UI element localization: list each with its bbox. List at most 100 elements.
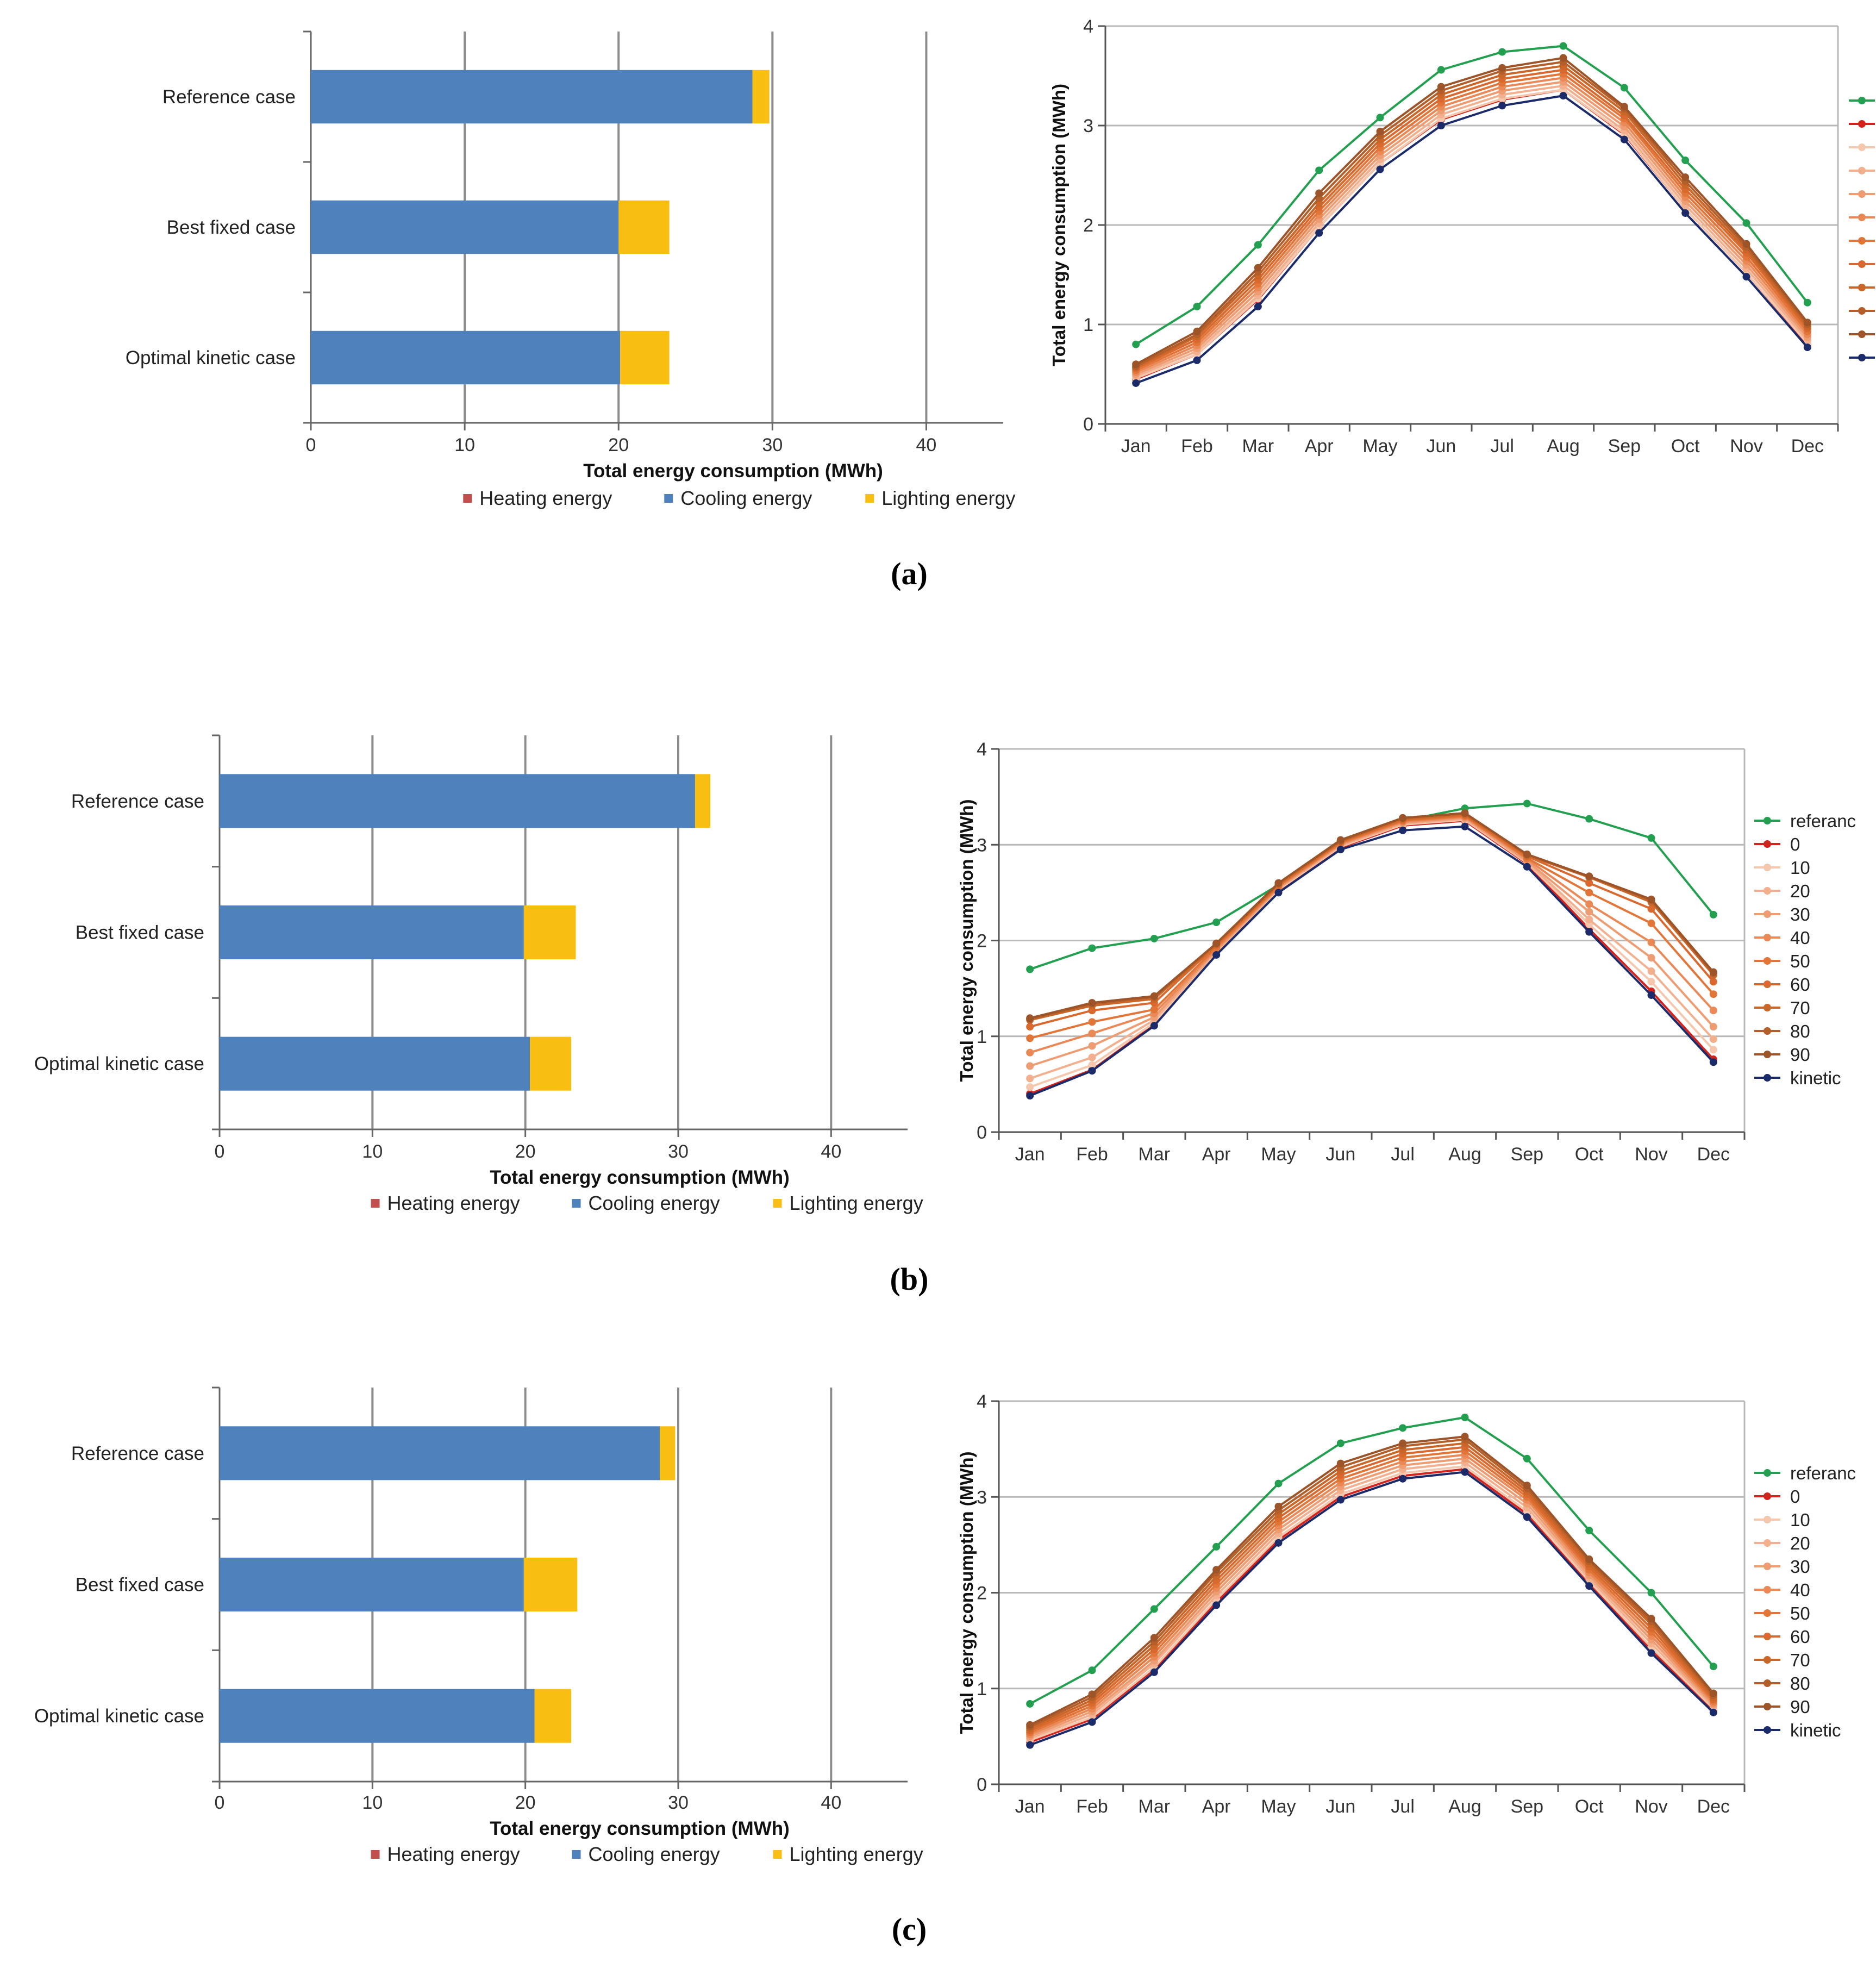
- panel-c-line-y-tick-label: 1: [977, 1679, 987, 1700]
- panel-c-series-point-referanc: [1461, 1413, 1469, 1421]
- panel-b-series-point-60: [1026, 1023, 1034, 1031]
- panel-a-series-point-kinetic: [1193, 356, 1201, 364]
- panel-a-series-point-referance: [1742, 219, 1750, 227]
- panel-b-legend-label-50: 50: [1790, 951, 1810, 971]
- panel-c-series-line-20: [1029, 1461, 1715, 1740]
- panel-a-series-10: [1132, 86, 1811, 382]
- panel-b-series-point-90: [1088, 999, 1096, 1007]
- panel-b-series-point-40: [1088, 1029, 1096, 1038]
- panel-a-series-line-80: [1135, 60, 1809, 367]
- panel-c-legend-marker-referanc: [1764, 1469, 1771, 1477]
- panel-b-legend-marker-50: [1764, 957, 1771, 965]
- panel-b-series-point-90: [1150, 992, 1158, 1000]
- panel-b-legend-marker-referanc: [1764, 817, 1771, 824]
- panel-b-series-point-40: [1585, 900, 1593, 908]
- panel-a-line-x-tick-label: Sep: [1608, 436, 1641, 457]
- panel-a-series-point-90: [1437, 83, 1445, 91]
- panel-c-series-point-90: [1212, 1566, 1221, 1574]
- panel-c-legend-marker-90: [1764, 1703, 1771, 1710]
- panel-b-line-y-axis-title: Total energy consumption (MWh): [956, 799, 977, 1082]
- panel-c-series-point-referanc: [1088, 1666, 1096, 1675]
- panel-a-line-x-tick-label: Nov: [1730, 436, 1762, 457]
- panel-b-series-point-10: [1709, 1046, 1717, 1054]
- panel-b-line-x-tick-label: Sep: [1511, 1144, 1544, 1165]
- panel-a-legend-marker-80: [1858, 307, 1866, 315]
- panel-c-bar-x-axis-title: Total energy consumption (MWh): [490, 1818, 790, 1839]
- panel-b-series-point-90: [1336, 836, 1345, 844]
- panel-c-line-x-tick-label: Jan: [1015, 1796, 1045, 1817]
- panel-a-line-chart: 0 1 2 3 4 Jan Feb Mar Apr May Jun Jul Aug Sep Oct Nov De…: [1049, 16, 1875, 457]
- panel-a-legend-marker-50: [1858, 237, 1866, 245]
- panel-b-legend-label: Lighting energy: [790, 1192, 923, 1214]
- panel-b-series-point-10: [1647, 978, 1655, 986]
- panel-a-legend-swatch: [664, 494, 673, 503]
- panel-c-series-line-50: [1029, 1450, 1715, 1734]
- panel-b-series-point-50: [1026, 1034, 1034, 1042]
- panel-a-legend-swatch: [463, 494, 472, 503]
- panel-b-legend-marker-0: [1764, 840, 1771, 848]
- panel-c-bar-lighting-energy: [534, 1689, 572, 1743]
- panel-a-series-line-20: [1135, 84, 1809, 378]
- panel-a-series-point-90: [1376, 127, 1384, 135]
- panel-c-series-point-kinetic: [1523, 1513, 1531, 1521]
- panel-c-series-line-80: [1029, 1438, 1715, 1728]
- panel-b-legend-label-0: 0: [1790, 834, 1800, 854]
- panel-c-line-y-axis-title: Total energy consumption (MWh): [956, 1451, 977, 1734]
- panel-c-legend-label-40: 40: [1790, 1580, 1810, 1600]
- panel-c-legend-label-10: 10: [1790, 1510, 1810, 1530]
- panel-a-line-x-tick-label: Aug: [1547, 436, 1580, 457]
- panel-c-legend-marker-60: [1764, 1633, 1771, 1640]
- panel-b-series-point-referanc: [1026, 965, 1034, 973]
- panel-c-series-point-kinetic: [1461, 1468, 1469, 1476]
- panel-b-series-point-20: [1585, 915, 1593, 923]
- panel-a-line-x-tick-label: Dec: [1791, 436, 1824, 457]
- panel-c-line-x-tick-label: Jun: [1325, 1796, 1355, 1817]
- panel-a-legend-swatch: [865, 494, 874, 503]
- panel-c-series-line-10: [1029, 1465, 1715, 1741]
- panel-b-legend-label-20: 20: [1790, 881, 1810, 901]
- panel-c-line-x-tick-label: Feb: [1076, 1796, 1108, 1817]
- panel-a-series-point-90: [1803, 318, 1811, 327]
- panel-b-bar-lighting-energy: [695, 774, 711, 828]
- panel-a-line-x-tick-label: Jan: [1121, 436, 1151, 457]
- panel-b-series-90: [1026, 809, 1717, 1022]
- panel-a-legend-marker-90: [1858, 330, 1866, 338]
- panel-a-legend-marker-10: [1858, 143, 1866, 151]
- panel-c-series-point-90: [1709, 1689, 1717, 1697]
- panel-a-bar-lighting-energy: [620, 330, 670, 385]
- panel-c-series-point-90: [1523, 1482, 1531, 1490]
- panel-b-legend-marker-30: [1764, 910, 1771, 918]
- panel-c-series-point-kinetic: [1026, 1741, 1034, 1749]
- panel-a-line-y-tick-label: 1: [1083, 315, 1093, 335]
- panel-b-series-point-50: [1088, 1018, 1096, 1026]
- panel-c-series-line-60: [1029, 1446, 1715, 1732]
- panel-b-series-point-60: [1585, 879, 1593, 887]
- panel-b-line-x-tick-label: Nov: [1635, 1144, 1667, 1165]
- panel-c-legend-label-0: 0: [1790, 1486, 1800, 1507]
- panel-c-line-x-tick-label: Oct: [1575, 1796, 1604, 1817]
- panel-a-bar-category-label: Optimal kinetic case: [126, 347, 296, 368]
- panel-c-bar-category-label: Optimal kinetic case: [34, 1705, 204, 1727]
- panel-a-series-point-90: [1315, 189, 1323, 197]
- panel-b-series-40: [1026, 813, 1717, 1057]
- panel-b-series-point-50: [1150, 1005, 1158, 1014]
- panel-a-series-point-kinetic: [1620, 135, 1628, 143]
- panel-a-series-point-referance: [1437, 66, 1445, 74]
- panel-c-legend-label-50: 50: [1790, 1603, 1810, 1623]
- panel-b-legend-marker-60: [1764, 980, 1771, 988]
- panel-a-series-point-kinetic: [1376, 165, 1384, 173]
- panel-a-line-y-tick-label: 2: [1083, 215, 1093, 236]
- panel-b-legend-marker-90: [1764, 1051, 1771, 1058]
- panel-c-series-point-90: [1088, 1690, 1096, 1698]
- panel-c-series-point-kinetic: [1336, 1496, 1345, 1504]
- panel-b-legend-label-60: 60: [1790, 974, 1810, 995]
- panel-b-series-point-kinetic: [1709, 1058, 1717, 1066]
- panel-b-bar-cooling-energy: [220, 905, 524, 960]
- panel-a-legend-marker-60: [1858, 260, 1866, 268]
- panel-a-series-line-30: [1135, 80, 1809, 376]
- panel-b-series-point-kinetic: [1026, 1092, 1034, 1100]
- panel-c-series-referanc: [1026, 1413, 1717, 1708]
- panel-b-bar-x-tick-label: 10: [362, 1141, 383, 1162]
- panel-b-series-point-kinetic: [1274, 889, 1283, 897]
- panel-c-series-point-kinetic: [1088, 1718, 1096, 1726]
